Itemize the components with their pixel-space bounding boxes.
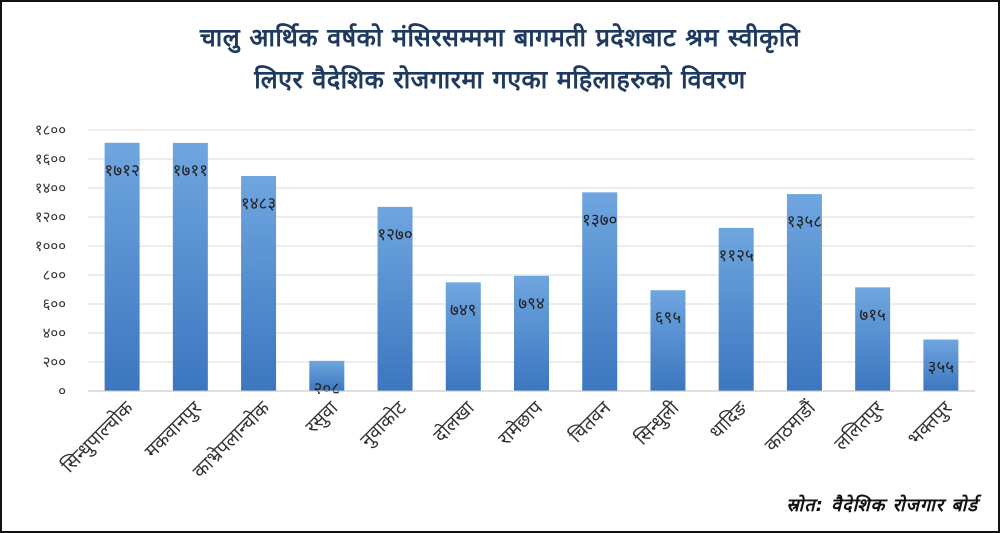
bar bbox=[923, 339, 959, 391]
x-tick-label: चितवन bbox=[564, 396, 615, 447]
x-tick-label: काठमाडौं bbox=[760, 396, 821, 457]
chart-title-line-2: लिएर वैदेशिक रोजगारमा गएका महिलाहरुको वि… bbox=[254, 65, 746, 94]
data-label: ७४९ bbox=[450, 300, 477, 320]
x-tick-label: मकवानपुर bbox=[140, 396, 207, 463]
data-label: १७१२ bbox=[104, 161, 139, 181]
bar bbox=[309, 360, 345, 391]
bar bbox=[718, 227, 754, 391]
bar bbox=[514, 275, 549, 391]
x-tick-label: सिन्धुपाल्चोक bbox=[57, 396, 139, 478]
y-tick-label: ६०० bbox=[43, 295, 66, 313]
bar bbox=[650, 290, 686, 391]
bar bbox=[172, 142, 208, 391]
y-tick-label: १००० bbox=[35, 237, 66, 255]
y-tick-label: ० bbox=[58, 382, 66, 400]
x-tick-label: धादिङ bbox=[705, 396, 753, 444]
data-label: ७१५ bbox=[859, 305, 886, 325]
x-tick-label: रसुवा bbox=[301, 396, 344, 439]
source-note: स्रोत: वैदेशिक रोजगार बोर्ड bbox=[786, 495, 978, 516]
data-label: ११२५ bbox=[719, 246, 754, 266]
bar bbox=[104, 142, 140, 391]
data-label: ३५५ bbox=[928, 358, 955, 378]
bar bbox=[786, 194, 822, 391]
data-label: १७११ bbox=[173, 161, 208, 181]
data-label: १३७० bbox=[582, 210, 617, 230]
data-label: १३५८ bbox=[787, 212, 822, 232]
data-label: ७९४ bbox=[518, 294, 545, 314]
y-tick-label: २०० bbox=[43, 353, 66, 371]
chart-title-line-1: चालु आर्थिक वर्षको मंसिरसम्ममा बागमती प्… bbox=[199, 23, 801, 52]
y-tick-label: ४०० bbox=[43, 324, 66, 342]
x-tick-label: रामेछाप bbox=[493, 395, 548, 450]
x-tick-label: भक्तपुर bbox=[903, 396, 958, 451]
bar bbox=[445, 282, 481, 391]
bar bbox=[377, 206, 413, 391]
x-tick-label: ललितपुर bbox=[829, 395, 889, 455]
x-tick-label: नुवाकोट bbox=[355, 396, 411, 452]
bar bbox=[855, 287, 891, 391]
x-tick-label: सिन्धुली bbox=[630, 396, 685, 451]
bar bbox=[582, 192, 618, 391]
data-label: १४८३ bbox=[241, 194, 276, 214]
y-tick-label: १८०० bbox=[35, 121, 66, 139]
y-tick-label: १६०० bbox=[35, 150, 66, 168]
data-label: १२७० bbox=[377, 225, 412, 245]
y-tick-label: १४०० bbox=[35, 179, 66, 197]
bar bbox=[241, 175, 277, 391]
data-label: ६९५ bbox=[655, 308, 682, 328]
x-tick-label: दोलखा bbox=[428, 396, 479, 447]
y-tick-label: १२०० bbox=[35, 208, 66, 226]
data-label: २०८ bbox=[314, 379, 341, 399]
y-tick-label: ८०० bbox=[43, 266, 66, 284]
